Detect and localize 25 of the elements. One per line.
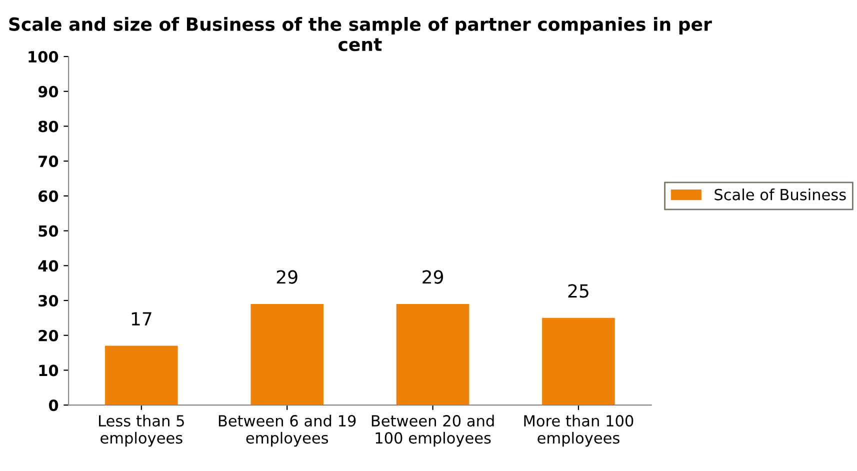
x-tick-label: More than 100 employees xyxy=(524,414,634,447)
y-tick-label: 80 xyxy=(38,120,58,132)
y-tick-label: 0 xyxy=(48,400,58,412)
y-tick-label: 100 xyxy=(28,50,58,63)
y-tick-label: 30 xyxy=(38,294,58,307)
bar xyxy=(542,318,615,406)
bar xyxy=(396,304,470,406)
y-tick-label: 90 xyxy=(38,86,58,98)
data-label: 29 xyxy=(422,270,444,284)
x-tick-label: Less than 5 employees xyxy=(99,414,184,447)
chart-title: Scale and size of Business of the sample of partner companies in per cent xyxy=(9,16,712,52)
data-label: 29 xyxy=(276,270,298,284)
bar xyxy=(104,346,178,406)
data-label: 17 xyxy=(132,312,152,326)
y-tick-label: 10 xyxy=(39,364,58,376)
y-tick-label: 40 xyxy=(38,260,58,272)
y-tick-label: 60 xyxy=(38,190,58,202)
y-tick-label: 20 xyxy=(38,330,58,342)
bar xyxy=(250,304,324,406)
y-tick-label: 50 xyxy=(38,225,58,237)
data-label: 25 xyxy=(568,284,588,298)
x-tick-label: Between 20 and 100 employees xyxy=(372,414,494,447)
x-tick-label: Between 6 and 19 employees xyxy=(218,414,356,447)
legend-label: Scale of Business xyxy=(714,188,846,200)
y-tick-label: 70 xyxy=(38,156,58,168)
